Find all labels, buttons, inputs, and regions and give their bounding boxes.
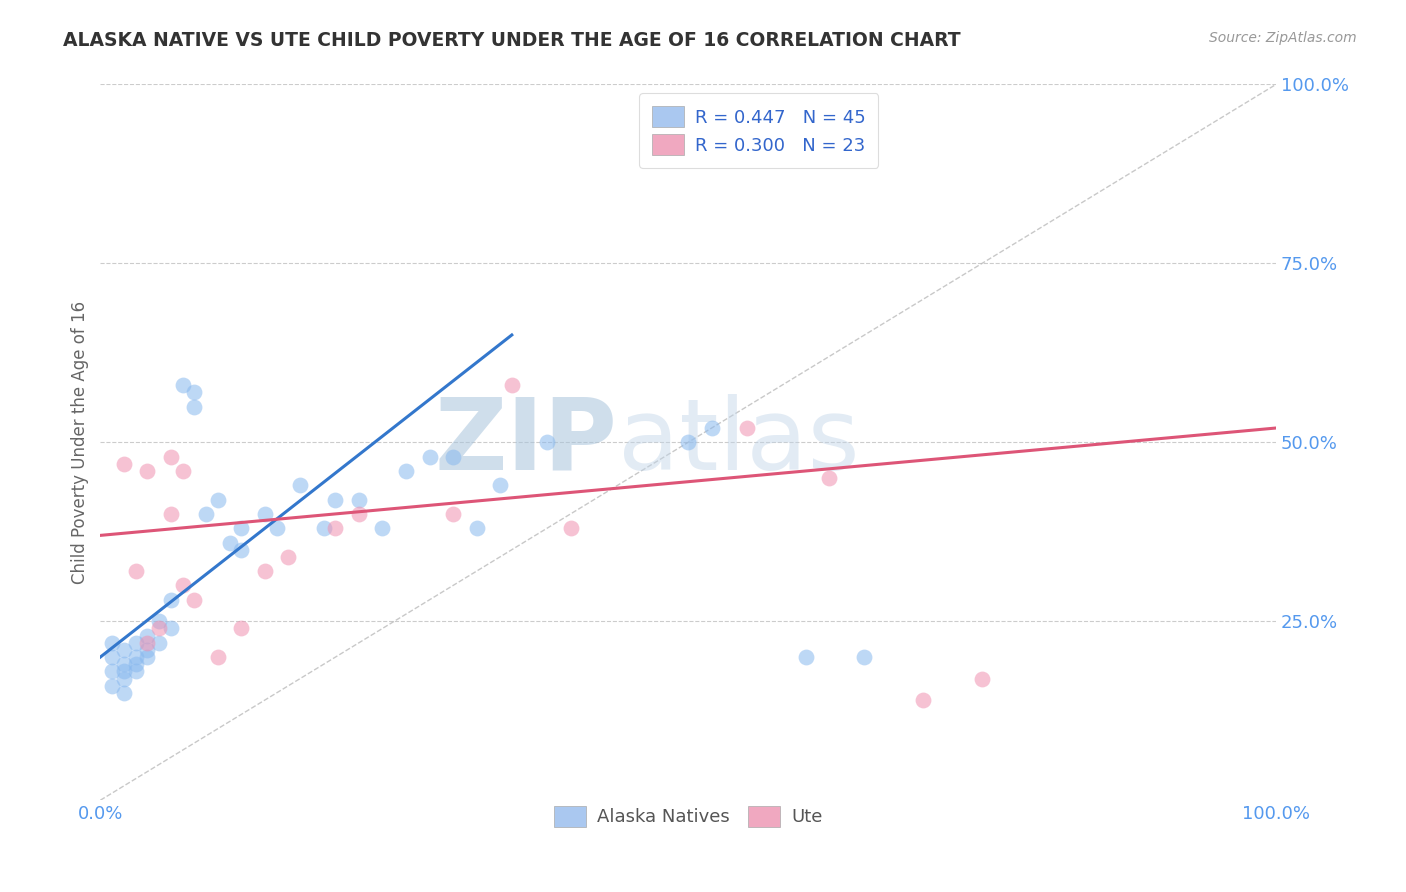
Point [347, 492, 370, 507]
Point [912, 693, 935, 707]
Text: ALASKA NATIVE VS UTE CHILD POVERTY UNDER THE AGE OF 16 CORRELATION CHART: ALASKA NATIVE VS UTE CHILD POVERTY UNDER… [63, 31, 960, 50]
Point [112, 643, 135, 657]
Point [172, 464, 194, 478]
Point [231, 521, 253, 535]
Point [112, 665, 135, 679]
Text: ZIP: ZIP [434, 394, 617, 491]
Point [183, 592, 205, 607]
Point [207, 650, 229, 665]
Point [700, 421, 723, 435]
Point [418, 450, 440, 464]
Point [160, 592, 183, 607]
Point [735, 421, 758, 435]
Point [160, 507, 183, 521]
Point [441, 507, 464, 521]
Point [112, 686, 135, 700]
Point [136, 643, 159, 657]
Point [172, 578, 194, 592]
Point [112, 657, 135, 672]
Point [853, 650, 876, 665]
Point [160, 450, 183, 464]
Point [266, 521, 288, 535]
Point [136, 650, 159, 665]
Point [501, 378, 523, 392]
Point [231, 622, 253, 636]
Point [218, 535, 240, 549]
Point [136, 629, 159, 643]
Y-axis label: Child Poverty Under the Age of 16: Child Poverty Under the Age of 16 [72, 301, 89, 584]
Point [172, 378, 194, 392]
Point [148, 622, 170, 636]
Point [207, 492, 229, 507]
Point [124, 564, 146, 578]
Point [136, 464, 159, 478]
Point [253, 564, 276, 578]
Point [124, 657, 146, 672]
Point [347, 507, 370, 521]
Point [371, 521, 394, 535]
Point [290, 478, 312, 492]
Point [148, 636, 170, 650]
Point [183, 385, 205, 400]
Point [970, 672, 993, 686]
Point [183, 400, 205, 414]
Point [441, 450, 464, 464]
Point [101, 679, 124, 693]
Point [277, 549, 299, 564]
Point [231, 542, 253, 557]
Point [112, 457, 135, 471]
Point [136, 636, 159, 650]
Point [818, 471, 841, 485]
Point [148, 614, 170, 628]
Point [325, 521, 347, 535]
Point [195, 507, 218, 521]
Point [395, 464, 418, 478]
Point [160, 622, 183, 636]
Point [560, 521, 582, 535]
Point [465, 521, 488, 535]
Point [124, 665, 146, 679]
Point [124, 636, 146, 650]
Point [253, 507, 276, 521]
Point [676, 435, 699, 450]
Text: atlas: atlas [617, 394, 859, 491]
Point [325, 492, 347, 507]
Point [794, 650, 817, 665]
Point [489, 478, 512, 492]
Point [124, 650, 146, 665]
Point [101, 650, 124, 665]
Point [101, 636, 124, 650]
Point [312, 521, 335, 535]
Legend: Alaska Natives, Ute: Alaska Natives, Ute [547, 799, 830, 834]
Point [101, 665, 124, 679]
Point [112, 672, 135, 686]
Point [536, 435, 558, 450]
Text: Source: ZipAtlas.com: Source: ZipAtlas.com [1209, 31, 1357, 45]
